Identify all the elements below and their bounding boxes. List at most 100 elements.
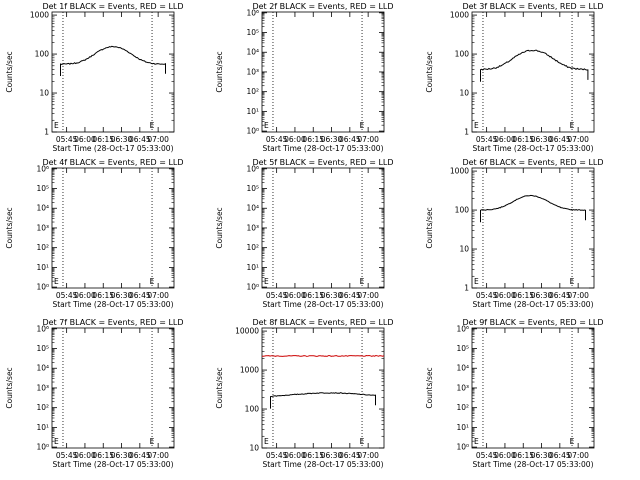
x-tick-label: 07:00 xyxy=(147,291,169,300)
y-tick-label: 1 xyxy=(44,128,49,137)
x-tick-label: 05:45 xyxy=(476,135,498,144)
x-tick-label: 07:00 xyxy=(147,451,169,460)
event-marker-left: E xyxy=(54,277,59,286)
y-tick-label: 10⁴ xyxy=(246,204,259,213)
y-axis-label: Counts/sec xyxy=(425,207,434,248)
y-axis-label: Counts/sec xyxy=(215,207,224,248)
y-tick-label: 10¹ xyxy=(36,423,49,432)
series-line-1 xyxy=(261,354,385,357)
y-tick-label: 10¹ xyxy=(246,107,259,116)
event-marker-right: E xyxy=(570,437,575,446)
x-tick-label: 06:00 xyxy=(74,135,96,144)
y-tick-label: 10⁴ xyxy=(36,204,49,213)
y-tick-label: 10³ xyxy=(246,67,259,76)
event-marker-right: E xyxy=(360,437,365,446)
event-marker-right: E xyxy=(150,121,155,130)
x-tick-label: 06:45 xyxy=(549,291,571,300)
x-tick-label: 06:15 xyxy=(512,451,534,460)
event-marker-right: E xyxy=(360,277,365,286)
x-axis-label: Start Time (28-Oct-17 05:33:00) xyxy=(52,300,173,309)
y-tick-label: 10⁴ xyxy=(456,364,469,373)
x-tick-label: 06:30 xyxy=(111,451,133,460)
chart-panel-6: Det 6f BLACK = Events, RED = LLD Counts/s… xyxy=(425,158,604,309)
y-tick-label: 10⁵ xyxy=(456,344,469,353)
y-tick-label: 100 xyxy=(245,405,260,414)
y-tick-label: 10¹ xyxy=(36,263,49,272)
event-marker-left: E xyxy=(264,121,269,130)
y-axis-label: Counts/sec xyxy=(5,367,14,408)
y-axis-label: Counts/sec xyxy=(5,207,14,248)
x-tick-label: 06:30 xyxy=(531,135,553,144)
x-tick-label: 05:45 xyxy=(56,451,78,460)
x-tick-label: 06:15 xyxy=(512,135,534,144)
x-tick-label: 06:15 xyxy=(92,291,114,300)
chart-panel-7: Det 7f BLACK = Events, RED = LLD Counts/s… xyxy=(5,318,184,469)
x-axis-label: Start Time (28-Oct-17 05:33:00) xyxy=(472,144,593,153)
x-tick-label: 06:00 xyxy=(494,291,516,300)
y-tick-label: 10¹ xyxy=(456,423,469,432)
chart-title: Det 8f BLACK = Events, RED = LLD xyxy=(252,318,393,327)
event-marker-left: E xyxy=(264,277,269,286)
event-marker-left: E xyxy=(474,121,479,130)
y-tick-label: 10⁶ xyxy=(456,324,469,333)
y-tick-label: 10³ xyxy=(456,383,469,392)
y-tick-label: 100 xyxy=(455,50,470,59)
x-tick-label: 07:00 xyxy=(357,291,379,300)
x-tick-label: 05:45 xyxy=(56,135,78,144)
y-tick-label: 10¹ xyxy=(246,263,259,272)
y-tick-label: 10⁰ xyxy=(246,283,259,292)
x-tick-label: 06:00 xyxy=(74,291,96,300)
chart-title: Det 7f BLACK = Events, RED = LLD xyxy=(42,318,183,327)
y-tick-label: 10000 xyxy=(235,327,259,336)
x-axis-label: Start Time (28-Oct-17 05:33:00) xyxy=(262,460,383,469)
y-tick-label: 10⁵ xyxy=(36,184,49,193)
x-axis-label: Start Time (28-Oct-17 05:33:00) xyxy=(472,300,593,309)
x-tick-label: 06:00 xyxy=(284,135,306,144)
y-tick-label: 10² xyxy=(36,243,49,252)
event-marker-left: E xyxy=(474,277,479,286)
x-tick-label: 06:00 xyxy=(494,135,516,144)
x-tick-label: 05:45 xyxy=(476,291,498,300)
y-tick-label: 10² xyxy=(456,403,469,412)
series-line-1 xyxy=(60,45,166,76)
y-tick-label: 10⁶ xyxy=(36,164,49,173)
chart-panel-2: Det 2f BLACK = Events, RED = LLD Counts/s… xyxy=(215,2,394,153)
chart-panel-3: Det 3f BLACK = Events, RED = LLD Counts/s… xyxy=(425,2,604,153)
y-tick-label: 10⁰ xyxy=(36,283,49,292)
y-tick-label: 10³ xyxy=(36,383,49,392)
x-tick-label: 07:00 xyxy=(567,451,589,460)
chart-title: Det 4f BLACK = Events, RED = LLD xyxy=(42,158,183,167)
chart-title: Det 5f BLACK = Events, RED = LLD xyxy=(252,158,393,167)
y-tick-label: 10⁵ xyxy=(246,184,259,193)
y-tick-label: 10³ xyxy=(246,223,259,232)
plot-frame xyxy=(51,11,175,133)
x-tick-label: 06:30 xyxy=(531,291,553,300)
y-tick-label: 10⁰ xyxy=(36,443,49,452)
x-tick-label: 06:30 xyxy=(531,451,553,460)
x-tick-label: 07:00 xyxy=(567,135,589,144)
y-tick-label: 10⁶ xyxy=(246,164,259,173)
x-tick-label: 05:45 xyxy=(266,291,288,300)
x-tick-label: 06:45 xyxy=(129,451,151,460)
x-axis-label: Start Time (28-Oct-17 05:33:00) xyxy=(262,144,383,153)
x-tick-label: 05:45 xyxy=(266,451,288,460)
chart-title: Det 3f BLACK = Events, RED = LLD xyxy=(462,2,603,11)
y-tick-label: 10² xyxy=(246,243,259,252)
series-line-1 xyxy=(480,194,586,223)
x-tick-label: 06:15 xyxy=(92,135,114,144)
y-tick-label: 10 xyxy=(459,89,469,98)
x-tick-label: 06:00 xyxy=(74,451,96,460)
plot-frame xyxy=(261,327,385,449)
y-tick-label: 10⁴ xyxy=(36,364,49,373)
y-axis-label: Counts/sec xyxy=(5,51,14,92)
y-tick-label: 10⁶ xyxy=(246,8,259,17)
y-axis-label: Counts/sec xyxy=(425,367,434,408)
x-tick-label: 07:00 xyxy=(357,135,379,144)
series-line-2 xyxy=(270,392,376,409)
x-tick-label: 07:00 xyxy=(567,291,589,300)
chart-title: Det 9f BLACK = Events, RED = LLD xyxy=(462,318,603,327)
x-tick-label: 05:45 xyxy=(476,451,498,460)
y-axis-label: Counts/sec xyxy=(215,51,224,92)
plot-frame xyxy=(51,327,175,449)
